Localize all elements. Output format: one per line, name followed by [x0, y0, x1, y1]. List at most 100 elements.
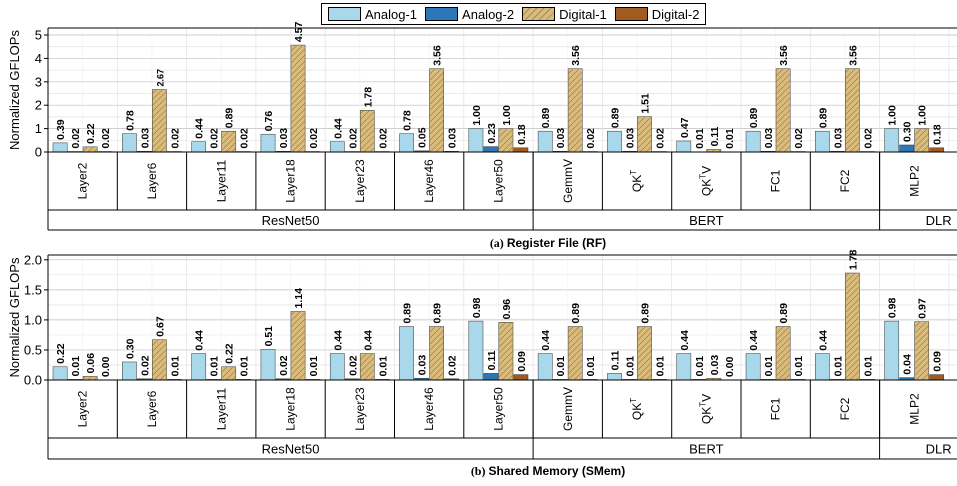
bar-hatch-digital-1: [221, 131, 236, 152]
category-label-qkt: QKT: [629, 398, 644, 420]
category-label-layer46: Layer46: [422, 159, 436, 203]
value-label-digital-2: 0.01: [724, 128, 736, 149]
value-label-analog-2: 0.03: [417, 355, 429, 376]
category-label-fc2: FC2: [838, 397, 852, 420]
bar-analog-1: [191, 353, 207, 381]
value-label-digital-1: 0.06: [85, 353, 97, 374]
y-tick-label: 1.5: [24, 282, 42, 297]
bar-hatch-digital-1: [914, 321, 929, 380]
bar-analog-1: [122, 133, 137, 153]
value-label-digital-2: 0.00: [100, 356, 112, 377]
value-label-analog-2: 0.01: [832, 356, 844, 377]
legend-label-digital-2: Digital-2: [651, 6, 700, 22]
legend-label-analog-1: Analog-1: [365, 6, 418, 22]
value-label-analog-2: 0.02: [139, 355, 151, 376]
value-label-digital-1: 1.00: [501, 105, 513, 126]
bar-analog-1: [815, 130, 830, 153]
value-label-analog-1: 0.89: [402, 303, 414, 324]
y-tick-label: 4: [35, 51, 42, 66]
value-label-digital-2: 0.02: [169, 128, 181, 149]
bar-digital-2: [929, 147, 945, 153]
bar-analog-1: [468, 320, 484, 381]
legend-item-analog-2: Analog-2: [425, 7, 514, 22]
legend-item-analog-1: Analog-1: [328, 7, 417, 22]
value-label-digital-2: 0.01: [377, 356, 389, 377]
value-label-analog-1: 0.98: [887, 298, 899, 319]
value-label-digital-1: 0.03: [709, 355, 721, 376]
bar-analog-1: [52, 142, 68, 153]
value-label-analog-2: 0.05: [417, 127, 429, 148]
value-label-analog-2: 0.03: [555, 128, 567, 149]
value-label-digital-1: 3.56: [570, 45, 582, 66]
value-label-analog-1: 0.30: [124, 338, 136, 359]
legend-swatch-digital-2: [614, 7, 648, 21]
bar-analog-1: [329, 141, 345, 153]
category-label-layer23: Layer23: [353, 159, 367, 203]
bar-analog-2: [483, 146, 499, 153]
bar-analog-1: [607, 373, 622, 381]
bar-analog-1: [191, 141, 207, 153]
value-label-analog-1: 0.44: [540, 330, 552, 351]
y-tick-label: 0.5: [24, 342, 42, 357]
value-label-analog-2: 0.03: [625, 128, 637, 149]
group-label-dlr: DLR: [926, 442, 952, 457]
category-label-layer18: Layer18: [284, 387, 298, 431]
value-label-analog-2: 0.23: [486, 123, 498, 144]
value-label-analog-2: 0.03: [278, 128, 290, 149]
category-label-layer11: Layer11: [214, 387, 228, 430]
value-label-analog-1: 0.76: [263, 111, 275, 132]
value-label-analog-1: 0.44: [679, 330, 691, 351]
value-label-analog-1: 1.00: [471, 105, 483, 126]
bar-analog-2: [899, 144, 915, 153]
bar-analog-1: [745, 353, 761, 381]
value-label-analog-1: 0.44: [332, 330, 344, 351]
category-label-mlp2: MLP2: [907, 165, 921, 197]
value-label-analog-1: 0.89: [610, 108, 622, 129]
value-label-analog-1: 0.44: [194, 330, 206, 351]
value-label-digital-2: 0.18: [932, 124, 944, 145]
bar-hatch-digital-1: [637, 116, 652, 152]
value-label-analog-2: 0.01: [555, 356, 567, 377]
value-label-analog-2: 0.02: [347, 355, 359, 376]
bar-analog-1: [745, 130, 761, 153]
value-label-analog-1: 0.51: [263, 326, 275, 347]
value-label-digital-2: 0.02: [447, 355, 459, 376]
value-label-digital-2: 0.02: [585, 128, 597, 149]
y-axis-label: Normalized GFLOPs: [7, 30, 22, 150]
value-label-digital-2: 0.09: [932, 351, 944, 372]
bar-analog-1: [676, 140, 692, 153]
value-label-analog-2: 0.02: [278, 355, 290, 376]
bar-analog-1: [260, 133, 276, 153]
value-label-analog-2: 0.03: [832, 128, 844, 149]
bar-hatch-digital-1: [914, 128, 929, 152]
value-label-digital-2: 0.02: [377, 128, 389, 149]
value-label-analog-2: 0.01: [694, 356, 706, 377]
value-label-analog-1: 0.11: [610, 350, 622, 370]
value-label-digital-1: 1.78: [362, 87, 374, 108]
bar-analog-1: [607, 130, 622, 153]
value-label-digital-1: 2.67: [155, 69, 165, 87]
y-tick-label: 2.0: [24, 252, 42, 267]
panel-caption: (a) Register File (RF): [490, 236, 606, 250]
bar-hatch-digital-1: [776, 68, 791, 152]
value-label-digital-1: 0.89: [432, 303, 444, 324]
value-label-analog-1: 0.22: [55, 343, 67, 364]
y-tick-label: 0.0: [24, 373, 42, 388]
category-label-layer11: Layer11: [214, 159, 228, 202]
value-label-digital-1: 0.67: [154, 316, 166, 337]
category-label-qktv: QKTV: [698, 394, 713, 424]
value-label-analog-2: 0.01: [70, 356, 82, 377]
bar-hatch-digital-1: [221, 366, 236, 380]
value-label-digital-1: 4.57: [293, 21, 305, 42]
bar-hatch-digital-1: [845, 68, 860, 152]
value-label-analog-1: 0.78: [402, 110, 414, 131]
bar-analog-2: [483, 373, 499, 381]
value-label-digital-2: 0.02: [655, 128, 667, 149]
legend-swatch-analog-2: [425, 7, 459, 21]
value-label-digital-1: 3.56: [778, 45, 790, 66]
bar-analog-1: [468, 128, 484, 153]
y-tick-label: 5: [35, 28, 42, 43]
value-label-digital-2: 0.01: [169, 356, 181, 377]
value-label-analog-2: 0.11: [486, 350, 498, 370]
